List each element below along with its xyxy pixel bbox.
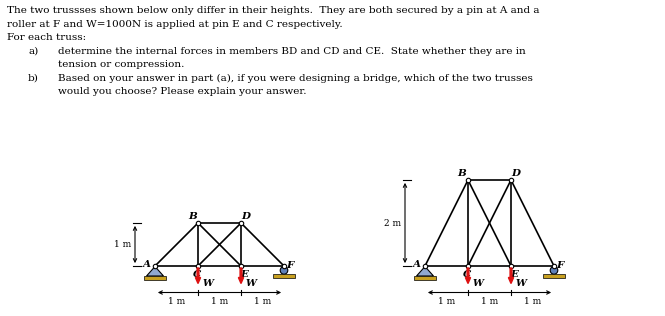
Text: F: F: [286, 260, 293, 270]
Text: 1 m: 1 m: [211, 296, 228, 306]
Text: C: C: [193, 270, 201, 279]
Text: A: A: [142, 260, 150, 269]
FancyArrow shape: [465, 268, 471, 283]
Text: W: W: [515, 279, 526, 289]
FancyArrow shape: [509, 268, 513, 283]
Text: 1 m: 1 m: [524, 296, 541, 306]
Text: E: E: [511, 270, 519, 279]
Text: B: B: [189, 212, 198, 221]
Text: 1 m: 1 m: [254, 296, 271, 306]
FancyArrow shape: [196, 268, 201, 283]
Text: determine the internal forces in members BD and CD and CE.  State whether they a: determine the internal forces in members…: [58, 46, 526, 56]
Text: For each truss:: For each truss:: [7, 33, 86, 42]
Polygon shape: [416, 266, 434, 276]
FancyArrow shape: [238, 268, 243, 283]
Text: would you choose? Please explain your answer.: would you choose? Please explain your an…: [58, 87, 307, 96]
Text: roller at F and W=1000N is applied at pin E and C respectively.: roller at F and W=1000N is applied at pi…: [7, 20, 342, 28]
Text: Based on your answer in part (a), if you were designing a bridge, which of the t: Based on your answer in part (a), if you…: [58, 74, 533, 82]
Circle shape: [280, 267, 288, 274]
Bar: [144, 276, 166, 279]
Text: The two trussses shown below only differ in their heights.  They are both secure: The two trussses shown below only differ…: [7, 6, 539, 15]
Text: A: A: [412, 260, 420, 269]
Text: W: W: [472, 279, 483, 289]
Text: F: F: [557, 260, 564, 270]
Text: W: W: [202, 279, 213, 289]
Bar: [414, 276, 436, 279]
Text: tension or compression.: tension or compression.: [58, 60, 184, 69]
Text: 1 m: 1 m: [168, 296, 185, 306]
Bar: [543, 274, 565, 277]
Text: W: W: [245, 279, 256, 289]
Polygon shape: [146, 266, 164, 276]
Text: D: D: [241, 212, 250, 221]
Text: b): b): [28, 74, 39, 82]
Text: 1 m: 1 m: [438, 296, 455, 306]
Text: D: D: [511, 169, 521, 178]
Text: E: E: [241, 270, 249, 279]
Text: 1 m: 1 m: [481, 296, 498, 306]
Bar: [273, 274, 295, 277]
Text: B: B: [458, 169, 466, 178]
Text: C: C: [463, 270, 471, 279]
Text: a): a): [28, 46, 39, 56]
Circle shape: [550, 267, 558, 274]
Text: 1 m: 1 m: [114, 240, 131, 249]
Text: 2 m: 2 m: [384, 218, 401, 228]
